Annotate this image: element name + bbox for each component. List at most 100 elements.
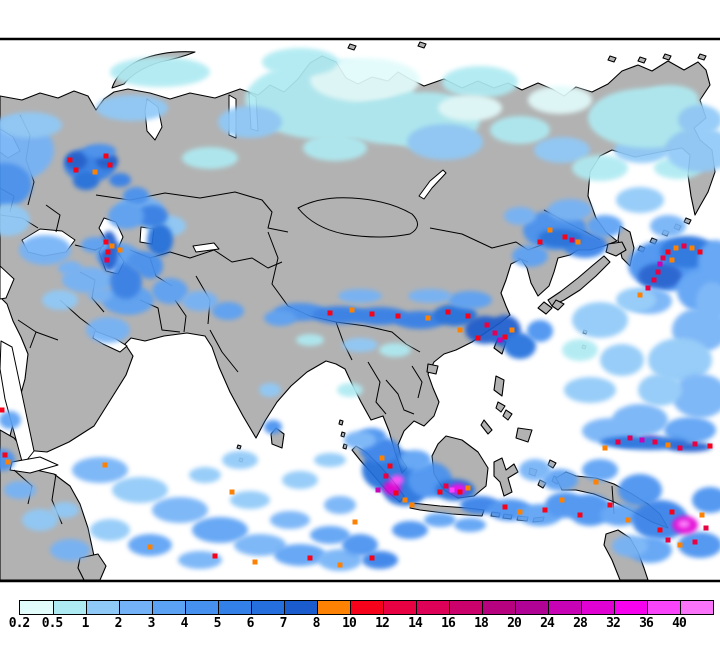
precip-soft-blob xyxy=(562,339,598,361)
colorbar xyxy=(19,600,714,615)
lake-balkhash xyxy=(192,242,220,253)
precip-soft-blob xyxy=(392,521,428,539)
precip-cell xyxy=(625,517,631,523)
precip-cell xyxy=(379,455,385,461)
precip-soft-blob xyxy=(73,172,99,190)
precip-soft-blob xyxy=(692,487,720,513)
precip-cell xyxy=(103,153,109,159)
precip-soft-blob xyxy=(490,116,550,144)
border-mongolia xyxy=(297,197,418,238)
precip-soft-blob xyxy=(110,263,142,299)
colorbar-segment xyxy=(185,601,218,614)
precip-soft-blob xyxy=(282,471,318,489)
precip-cell xyxy=(307,555,313,561)
precip-cell xyxy=(445,309,451,315)
precip-soft-blob xyxy=(274,544,326,566)
border-line xyxy=(17,319,59,349)
precip-soft-blob xyxy=(178,551,222,569)
colorbar-segment xyxy=(251,601,284,614)
precipitation-intense-cells-layer xyxy=(0,153,713,568)
precip-cell xyxy=(465,485,471,491)
colorbar-segment xyxy=(515,601,548,614)
precip-soft-blob xyxy=(424,513,456,527)
precip-cell xyxy=(369,311,375,317)
colorbar-segment xyxy=(614,601,647,614)
precip-soft-blob xyxy=(222,451,258,469)
precip-soft-blob xyxy=(407,124,483,160)
precip-cell xyxy=(547,227,553,233)
precip-soft-blob xyxy=(259,383,281,397)
colorbar-tick-label: 18 xyxy=(474,616,489,631)
precip-soft-blob xyxy=(0,204,30,236)
precip-soft-blob xyxy=(698,240,720,284)
precip-cell xyxy=(443,483,449,489)
colorbar-tick-label: 1 xyxy=(81,616,90,631)
precip-cell xyxy=(537,239,543,245)
precip-soft-blob xyxy=(587,215,623,237)
precip-soft-blob xyxy=(638,374,682,406)
precip-cell xyxy=(387,463,393,469)
precip-soft-blob xyxy=(128,251,154,271)
precip-cell xyxy=(681,243,687,249)
precip-cell xyxy=(393,490,399,496)
precip-soft-blob xyxy=(50,539,90,561)
precip-cell xyxy=(409,502,415,508)
precip-soft-blob xyxy=(342,534,378,556)
precip-cell xyxy=(665,249,671,255)
precip-cell xyxy=(105,249,111,255)
gulf-of-aden xyxy=(9,456,59,474)
colorbar-tick-label: 5 xyxy=(213,616,222,631)
precip-soft-blob xyxy=(394,311,446,329)
precip-soft-blob xyxy=(270,511,310,529)
colorbar-segment xyxy=(680,601,713,614)
precip-cell xyxy=(509,327,515,333)
precip-soft-blob xyxy=(352,307,408,325)
colorbar-tick-label: 0.2 xyxy=(8,616,31,631)
colorbar-tick-label: 0.5 xyxy=(41,616,64,631)
colorbar-tick-label: 36 xyxy=(639,616,654,631)
precip-cell xyxy=(109,243,115,249)
mediterranean-edge xyxy=(0,265,15,300)
island-java xyxy=(409,502,485,517)
precip-cell xyxy=(559,497,565,503)
precip-soft-blob xyxy=(618,474,662,506)
colorbar-tick-label: 4 xyxy=(180,616,189,631)
precip-cell xyxy=(102,462,108,468)
precip-cell xyxy=(492,330,498,336)
map-frame xyxy=(0,37,720,583)
precip-cell xyxy=(117,247,123,253)
precip-cell xyxy=(229,489,235,495)
precip-soft-blob xyxy=(534,137,590,163)
precip-soft-blob xyxy=(51,502,79,518)
island-madagascar xyxy=(77,553,107,580)
precip-soft-blob xyxy=(182,291,218,311)
colorbar-segment xyxy=(218,601,251,614)
island-hainan xyxy=(426,363,439,375)
precip-soft-blob xyxy=(678,105,720,135)
precip-soft-blob xyxy=(696,282,720,322)
precip-cell xyxy=(655,269,661,275)
precip-cell xyxy=(569,237,575,243)
precip-soft-blob xyxy=(572,155,628,181)
colorbar-tick-label: 6 xyxy=(246,616,255,631)
precip-cell xyxy=(575,239,581,245)
colorbar-segment xyxy=(548,601,581,614)
precip-cell xyxy=(542,507,548,513)
precip-soft-blob xyxy=(433,304,477,326)
precip-cell xyxy=(103,239,109,245)
precip-soft-blob xyxy=(338,289,382,303)
precip-soft-blob xyxy=(0,163,32,207)
precip-soft-blob xyxy=(342,338,378,352)
precip-cell xyxy=(639,437,645,443)
precip-cell xyxy=(212,553,218,559)
island-sulawesi xyxy=(493,457,519,497)
precip-cell xyxy=(577,512,583,518)
colorbar-tick-label: 14 xyxy=(408,616,423,631)
colorbar-tick-label: 10 xyxy=(342,616,357,631)
precip-cell xyxy=(502,334,508,340)
precip-soft-blob xyxy=(123,187,149,205)
precip-cell xyxy=(375,487,381,493)
precip-soft-blob xyxy=(648,338,712,382)
precip-cell xyxy=(395,313,401,319)
